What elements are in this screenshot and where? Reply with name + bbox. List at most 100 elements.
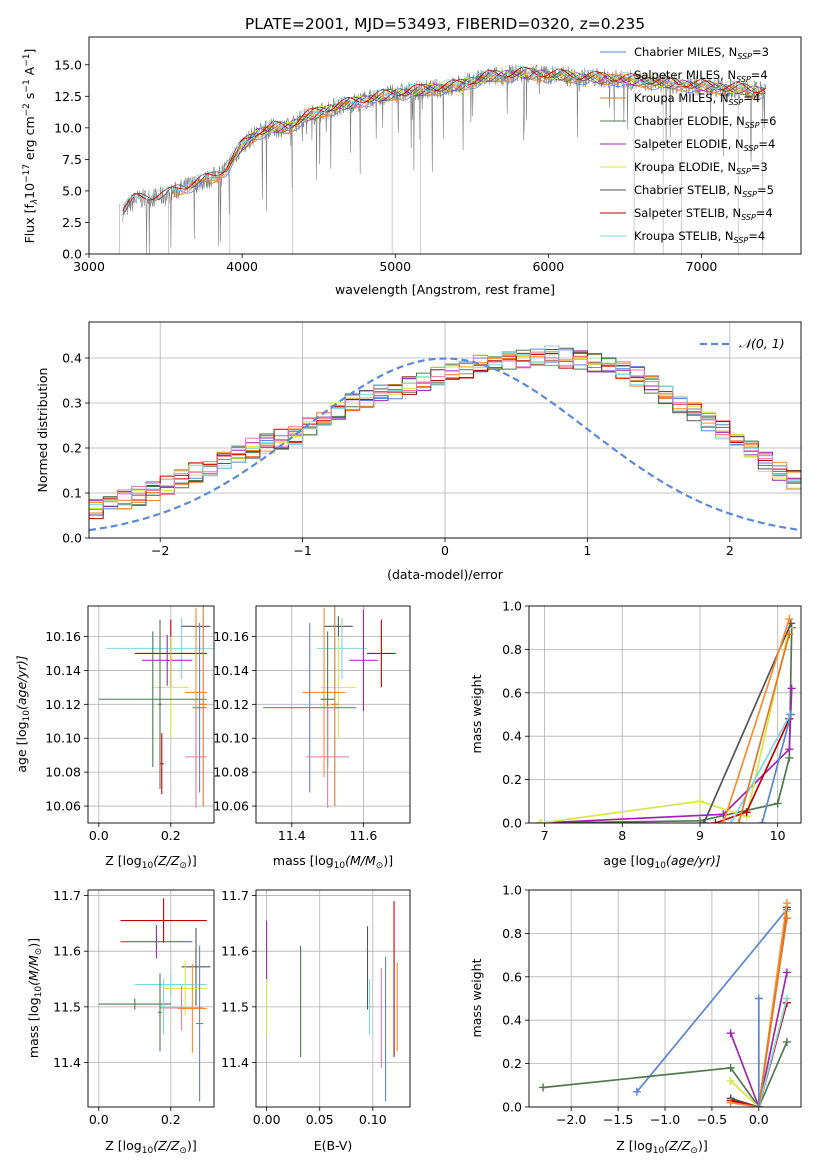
weight-marker	[726, 1076, 735, 1085]
xlabel-main: age [log	[603, 853, 654, 868]
x-tick-label: 0.0	[89, 1112, 109, 1127]
legend-sub: SSP	[742, 190, 757, 199]
weight-marker	[632, 1087, 641, 1096]
y-axis-label: mass [log10(M/M⊙)]	[26, 938, 44, 1058]
weight-marker	[726, 1098, 735, 1107]
y-tick-label: 11.6	[221, 944, 249, 959]
weight-marker	[754, 1103, 763, 1107]
weight-marker	[782, 994, 791, 1003]
weight-marker	[726, 1029, 735, 1038]
ylabel-sub: 10	[34, 986, 44, 998]
y-tick-label: 5.0	[62, 183, 82, 198]
y-tick-label: 0.4	[62, 351, 82, 366]
axes-frame	[255, 889, 411, 1108]
plot-area-spectrum	[119, 64, 767, 254]
model-spectrum-chabrier_stelib	[122, 67, 766, 216]
weight-line-kroupa_stelib	[730, 714, 791, 823]
plot-area-residuals	[89, 345, 801, 532]
legend-sub: SSP	[744, 144, 759, 153]
y-tick-label: 15.0	[54, 57, 82, 72]
y-tick-label: 11.4	[53, 1055, 81, 1070]
x-tick-label: −0.5	[697, 1112, 727, 1127]
y-axis-label: mass weight	[469, 674, 484, 753]
axes-age_vs_Z: 0.0 0.2 10.06 10.08 10.10 10.12 10.14 10.16 Z [l…	[14, 605, 215, 871]
plot-area-weight_vs_age	[536, 615, 796, 823]
weight-marker	[727, 819, 736, 823]
weight-line-kroupa_stelib	[757, 998, 788, 1107]
x-tick-label: 0.10	[359, 1112, 387, 1127]
xlabel-sub: 10	[655, 861, 667, 871]
y-tick-label: 11.7	[53, 888, 81, 903]
legend-text: Chabrier MILES, N	[634, 45, 737, 59]
axes-frame	[88, 36, 802, 255]
ylabel-tail: (M/M	[26, 955, 41, 986]
plot-area-age_vs_Z	[98, 606, 214, 808]
xlabel-main: mass [log	[273, 853, 334, 868]
x-axis-label: mass [log10(M/M⊙)]	[273, 853, 393, 871]
y-tick-label: 10.08	[213, 765, 249, 780]
y-axis-label: Normed distribution	[35, 368, 50, 493]
weight-marker	[785, 753, 794, 762]
xlabel-sub: 10	[334, 861, 346, 871]
x-tick-label: 7000	[686, 259, 718, 274]
y-tick-label: 1.0	[502, 599, 522, 614]
y-tick-label: 7.5	[62, 152, 82, 167]
xlabel-tail: (Z/Z	[153, 1138, 180, 1153]
residual-hist-salpeter_miles	[89, 351, 801, 515]
weight-marker	[754, 994, 763, 1003]
ylabel-j: −1	[22, 54, 32, 67]
axes-frame	[87, 889, 215, 1108]
legend-tail: =4	[748, 229, 765, 243]
ylabel-end: )]	[26, 938, 41, 948]
weight-marker	[786, 710, 795, 719]
y-tick-label: 0.0	[502, 1100, 522, 1115]
ylabel-main: mass weight	[469, 958, 484, 1037]
y-tick-label: 0.3	[62, 396, 82, 411]
legend-sub: SSP	[729, 98, 744, 107]
legend-tail: =4	[743, 91, 760, 105]
plot-area-mass_vs_Z	[98, 898, 211, 1102]
ylabel-k: ]	[22, 49, 37, 54]
y-axis-label: mass weight	[469, 958, 484, 1037]
y-tick-label: 0.2	[62, 441, 82, 456]
normal-curve	[89, 357, 801, 532]
xlabel-sun: ⊙	[690, 1146, 698, 1156]
model-spectrum-chabrier_elodie	[229, 70, 766, 161]
xlabel-main: Z [log	[105, 853, 141, 868]
weight-marker	[785, 630, 794, 639]
legend-sub: SSP	[734, 236, 749, 245]
weight-marker	[782, 914, 791, 923]
legend-tail: =5	[757, 183, 774, 197]
weight-marker	[742, 808, 751, 817]
ylabel-d: −17	[22, 164, 32, 183]
weight-marker	[719, 819, 728, 823]
legend-text: Kroupa ELODIE, N	[634, 160, 736, 174]
weight-marker	[699, 819, 708, 823]
xlabel-sub: 10	[142, 1146, 154, 1156]
x-tick-label: 4000	[226, 259, 258, 274]
axes-residuals: −2 −1 0 1 2 0.0 0.1 0.2 0.3 0.4 𝒩(0, 1) (data-model…	[35, 321, 802, 582]
xlabel-sub: 10	[142, 861, 154, 871]
y-tick-label: 0.0	[62, 247, 82, 262]
residual-hist-salpeter_elodie	[89, 350, 801, 509]
xlabel-main: Z [log	[105, 1138, 141, 1153]
y-tick-label: 10.14	[213, 663, 249, 678]
ylabel-f: −2	[22, 103, 32, 116]
xlabel-main: Z [log	[616, 1138, 652, 1153]
legend-label-normal: 𝒩(0, 1)	[739, 336, 785, 351]
y-tick-label: 10.16	[45, 629, 81, 644]
legend-text: Kroupa STELIB, N	[634, 229, 734, 243]
xlabel-end: )]	[187, 1138, 197, 1153]
weight-marker	[695, 816, 704, 823]
y-tick-label: 11.5	[221, 999, 249, 1014]
legend-tail: =4	[751, 68, 768, 82]
x-tick-label: −2.0	[556, 1112, 586, 1127]
legend-label: Kroupa ELODIE, NSSP=3	[634, 160, 768, 176]
weight-marker	[726, 1063, 735, 1072]
legend-sub: SSP	[736, 167, 751, 176]
weight-line-salpeter_elodie	[729, 972, 788, 1107]
model-spectrum-kroupa_stelib	[122, 65, 766, 207]
y-tick-label: 10.12	[45, 697, 81, 712]
legend-label: Chabrier MILES, NSSP=3	[634, 45, 769, 61]
weight-line-kroupa_miles	[737, 633, 791, 823]
